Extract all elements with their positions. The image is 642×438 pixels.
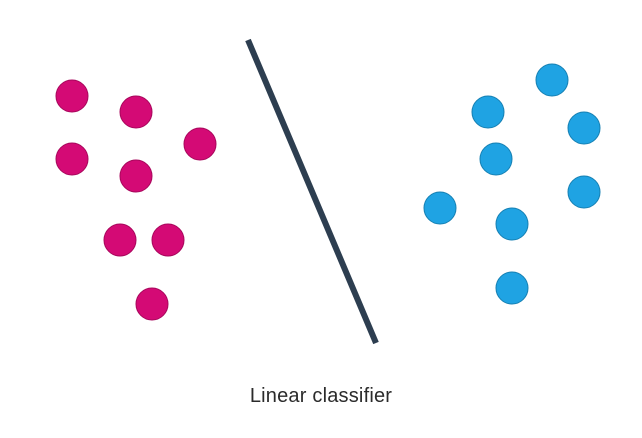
class-a-point-6 — [103, 223, 137, 257]
class-b-point-3 — [567, 111, 601, 145]
class-a-point-7 — [151, 223, 185, 257]
class-a-points — [55, 79, 217, 321]
class-a-point-5 — [119, 159, 153, 193]
class-a-point-8 — [135, 287, 169, 321]
decision-boundary-line — [245, 38, 379, 345]
class-a-point-4 — [55, 142, 89, 176]
class-b-point-8 — [495, 271, 529, 305]
class-b-point-7 — [495, 207, 529, 241]
class-b-points — [423, 63, 601, 305]
class-b-point-2 — [471, 95, 505, 129]
class-a-point-2 — [119, 95, 153, 129]
class-b-point-1 — [535, 63, 569, 97]
class-b-point-4 — [479, 142, 513, 176]
class-a-point-1 — [55, 79, 89, 113]
diagram-caption: Linear classifier — [249, 385, 393, 407]
class-b-point-6 — [423, 191, 457, 225]
class-b-point-5 — [567, 175, 601, 209]
class-a-point-3 — [183, 127, 217, 161]
